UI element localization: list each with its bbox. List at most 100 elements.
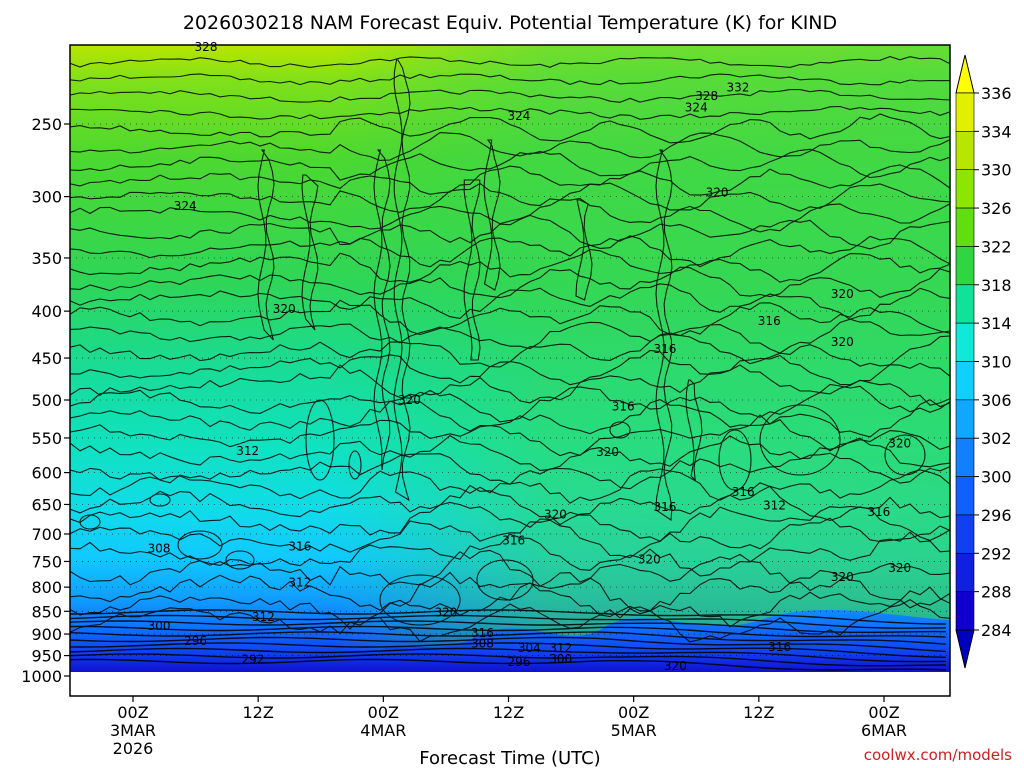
contour-line-surface — [70, 620, 947, 633]
contour-label-text: 308 — [148, 541, 171, 555]
contour-label-text: 300 — [148, 619, 171, 633]
x-tick-5: 12Z — [743, 696, 775, 722]
colorbar-label: 292 — [981, 544, 1012, 563]
colorbar-band — [955, 131, 975, 171]
contour-label-312: 312 — [252, 610, 275, 624]
contour-closed — [609, 421, 631, 439]
contour-label-text: 316 — [732, 485, 755, 499]
contour-label-320: 320 — [398, 393, 421, 407]
x-tick-label: 12Z — [243, 703, 274, 722]
contour-label-316: 316 — [612, 399, 635, 413]
colorbar-band — [955, 591, 975, 631]
colorbar-label: 296 — [981, 506, 1012, 525]
contour-label-text: 328 — [195, 40, 218, 54]
contour-label-320: 320 — [706, 186, 729, 200]
contour-line — [70, 248, 950, 283]
contour-line-surface — [70, 653, 947, 667]
contour-line — [70, 364, 950, 406]
contour-label-text: 316 — [867, 505, 890, 519]
colorbar-band — [955, 476, 975, 516]
contour-line — [70, 266, 950, 299]
y-axis: 250 300 350 400 450 500 550 600 650 700 750 800 850 9… — [21, 115, 70, 686]
y-tick-850: 850 — [31, 602, 70, 621]
contour-label-316: 316 — [654, 342, 677, 356]
contour-line — [70, 164, 950, 196]
contour-closed — [225, 550, 255, 570]
y-tick-label: 1000 — [21, 667, 62, 686]
contour-label-text: 320 — [664, 659, 687, 673]
contour-line — [70, 349, 950, 386]
contour-label-300: 300 — [549, 652, 572, 666]
contour-closed — [149, 493, 171, 507]
contour-label-332: 332 — [727, 80, 750, 94]
contour-label-text: 304 — [518, 641, 541, 655]
y-tick-650: 650 — [31, 495, 70, 514]
x-tick-label: 12Z — [493, 703, 524, 722]
contour-label-text: 320 — [888, 561, 911, 575]
contour-line — [70, 414, 950, 457]
contour-line-surface — [70, 636, 947, 653]
contour-line-surface — [70, 647, 947, 663]
contour-line — [70, 299, 950, 337]
contour-label-text: 320 — [888, 437, 911, 451]
contour-label-316: 316 — [654, 500, 677, 514]
contour-label-text: 296 — [507, 655, 530, 669]
contour-label-324: 324 — [174, 199, 197, 213]
y-tick-950: 950 — [31, 647, 70, 666]
contour-label-text: 316 — [654, 500, 677, 514]
contour-label-320: 320 — [831, 287, 854, 301]
contour-label-text: 316 — [502, 534, 525, 548]
contour-streak — [655, 149, 673, 521]
contour-line-surface — [70, 642, 947, 658]
contour-label-text: 320 — [544, 508, 567, 522]
x-tick-label: 12Z — [743, 703, 774, 722]
colorbar-label: 314 — [981, 314, 1012, 333]
colorbar-label: 334 — [981, 122, 1012, 141]
contour-label-316: 316 — [471, 626, 494, 640]
colorbar-band — [955, 246, 975, 286]
contour-closed — [305, 399, 335, 481]
contour-label-text: 320 — [831, 287, 854, 301]
y-tick-label: 300 — [31, 188, 62, 207]
contour-label-304: 304 — [518, 641, 541, 655]
contour-label-text: 308 — [471, 637, 494, 651]
contour-label-text: 312 — [549, 641, 572, 655]
contour-label-296: 296 — [507, 655, 530, 669]
contour-line-surface — [70, 631, 947, 645]
y-tick-label: 250 — [31, 115, 62, 134]
contour-line — [70, 482, 950, 526]
contour-closed — [177, 530, 223, 560]
contour-label-text: 320 — [398, 393, 421, 407]
contour-line — [70, 468, 950, 504]
contour-line — [70, 113, 950, 144]
y-tick-700: 700 — [31, 525, 70, 544]
y-tick-600: 600 — [31, 464, 70, 483]
contour-label-text: 324 — [685, 101, 708, 115]
contour-label-320: 320 — [434, 606, 457, 620]
contour-line — [70, 531, 950, 577]
contour-line — [70, 399, 950, 438]
contour-label-text: 292 — [241, 653, 264, 667]
contour-closed — [348, 450, 362, 480]
y-tick-label: 450 — [31, 349, 62, 368]
y-tick-800: 800 — [31, 578, 70, 597]
contour-closed — [476, 559, 534, 601]
contour-label-text: 320 — [596, 445, 619, 459]
contour-streak — [685, 379, 703, 482]
colorbar-band — [955, 399, 975, 439]
colorbar-bottom-arrow — [955, 629, 975, 669]
x-tick-label: 00Z — [368, 703, 399, 722]
x-axis-label: Forecast Time (UTC) — [419, 748, 600, 768]
y-tick-900: 900 — [31, 625, 70, 644]
contour-label-308: 308 — [148, 541, 171, 555]
x-tick-label: 3MAR — [110, 721, 156, 740]
contour-line — [70, 383, 950, 423]
contour-closed — [884, 434, 926, 476]
contour-streak — [393, 59, 411, 502]
contour-streak — [483, 139, 501, 291]
contour-label-text: 296 — [184, 634, 207, 648]
x-tick-label: 6MAR — [861, 721, 907, 740]
colorbar-label: 306 — [981, 391, 1012, 410]
